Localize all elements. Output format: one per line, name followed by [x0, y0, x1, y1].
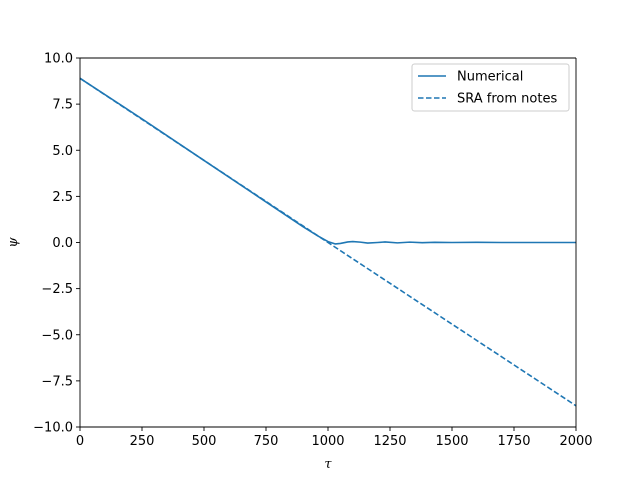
x-tick-label: 1500: [435, 434, 468, 449]
series-layer: [79, 77, 577, 407]
y-tick-label: 5.0: [52, 144, 73, 159]
x-tick-label: 750: [254, 434, 279, 449]
x-axis-label: τ: [324, 457, 332, 472]
y-tick-label: 0.0: [52, 236, 73, 251]
y-tick-label: 2.5: [52, 190, 73, 205]
x-tick-label: 2000: [559, 434, 592, 449]
y-tick-label: 7.5: [52, 98, 73, 113]
y-tick-label: −10.0: [33, 421, 73, 436]
y-tick-label: −7.5: [41, 374, 73, 389]
x-tick-label: 1750: [497, 434, 530, 449]
x-tick-label: 500: [192, 434, 217, 449]
legend-label-sra-from-notes: SRA from notes: [457, 92, 557, 107]
y-tick-label: 10.0: [44, 52, 73, 67]
series-line-sra-from-notes: [79, 77, 577, 407]
x-tick-label: 1000: [311, 434, 344, 449]
x-tick-label: 250: [130, 434, 155, 449]
y-tick-label: −2.5: [41, 282, 73, 297]
legend-box: [411, 63, 570, 112]
y-tick-label: −5.0: [41, 328, 73, 343]
legend-label-numerical: Numerical: [457, 70, 523, 85]
x-tick-label: 0: [76, 434, 84, 449]
ticks-layer: 0 250 500 750 1000 1250 1500 1750 2000 −10.0 −7.5 −…: [33, 52, 592, 450]
x-tick-label: 1250: [373, 434, 406, 449]
y-axis-label: ψ: [6, 237, 21, 248]
legend: Numerical SRA from notes: [411, 63, 570, 112]
